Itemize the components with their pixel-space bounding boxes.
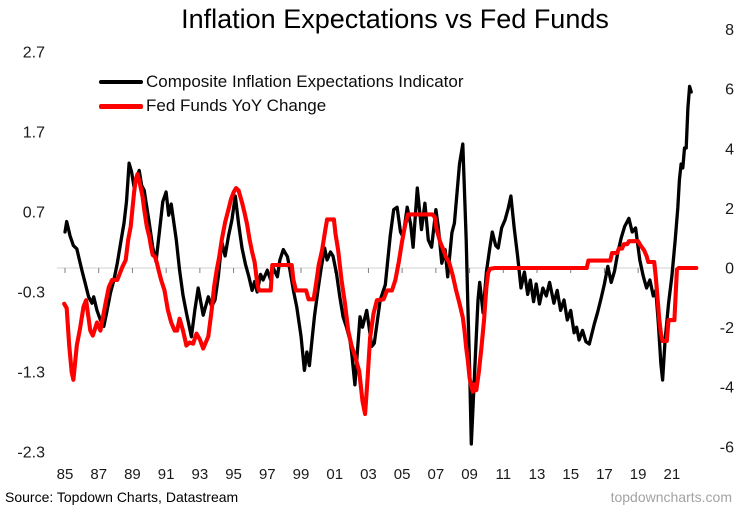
- x-axis-tick-label: 03: [360, 466, 377, 483]
- y-right-tick-label: 6: [725, 82, 734, 99]
- legend-item-fedfunds: Fed Funds YoY Change: [99, 94, 464, 118]
- red-line-swatch-icon: [99, 103, 143, 109]
- y-right-tick-label: 4: [725, 141, 734, 158]
- y-right-tick-label: -6: [720, 439, 734, 456]
- x-axis-tick-label: 93: [192, 466, 209, 483]
- x-axis-tick-label: 07: [428, 466, 445, 483]
- chart-title: Inflation Expectations vs Fed Funds: [181, 4, 609, 34]
- legend-label-composite: Composite Inflation Expectations Indicat…: [146, 72, 464, 91]
- y-right-tick-label: -4: [720, 380, 734, 397]
- x-axis-tick-label: 89: [124, 466, 141, 483]
- x-axis-tick-label: 09: [461, 466, 478, 483]
- y-left-tick-label: -1.3: [17, 365, 45, 382]
- x-axis-tick-label: 19: [630, 466, 647, 483]
- x-axis-tick-label: 15: [562, 466, 579, 483]
- x-axis-tick-label: 95: [225, 466, 242, 483]
- x-axis-tick-label: 11: [495, 466, 511, 483]
- x-axis-tick-label: 91: [158, 466, 175, 483]
- x-axis-tick-label: 13: [529, 466, 546, 483]
- x-axis-tick-label: 99: [293, 466, 310, 483]
- fed-funds-line: [62, 172, 699, 417]
- x-axis-tick-label: 85: [57, 466, 74, 483]
- x-axis-tick-label: 97: [259, 466, 276, 483]
- y-left-tick-label: -2.3: [17, 445, 45, 462]
- composite-inflation-line: [63, 84, 693, 446]
- y-left-tick-label: 2.7: [23, 45, 45, 62]
- source-note: Source: Topdown Charts, Datastream: [5, 489, 239, 505]
- black-line-swatch-icon: [99, 80, 143, 84]
- x-axis-tick-label: 17: [596, 466, 613, 483]
- x-axis-tick-label: 87: [90, 466, 107, 483]
- legend-item-composite: Composite Inflation Expectations Indicat…: [99, 70, 464, 94]
- y-right-tick-label: 0: [725, 261, 734, 278]
- y-left-tick-label: 1.7: [23, 125, 45, 142]
- x-axis-tick-label: 01: [326, 466, 343, 483]
- legend: Composite Inflation Expectations Indicat…: [99, 70, 464, 118]
- y-right-tick-label: 8: [725, 22, 734, 39]
- legend-label-fedfunds: Fed Funds YoY Change: [146, 96, 327, 115]
- x-axis-tick-label: 05: [394, 466, 411, 483]
- y-left-tick-label: 0.7: [23, 205, 45, 222]
- y-left-tick-label: -0.3: [17, 285, 45, 302]
- x-axis-tick-label: 21: [664, 466, 681, 483]
- y-right-tick-label: 2: [725, 201, 734, 218]
- y-right-tick-label: -2: [720, 320, 734, 337]
- watermark: topdowncharts.com: [610, 489, 732, 505]
